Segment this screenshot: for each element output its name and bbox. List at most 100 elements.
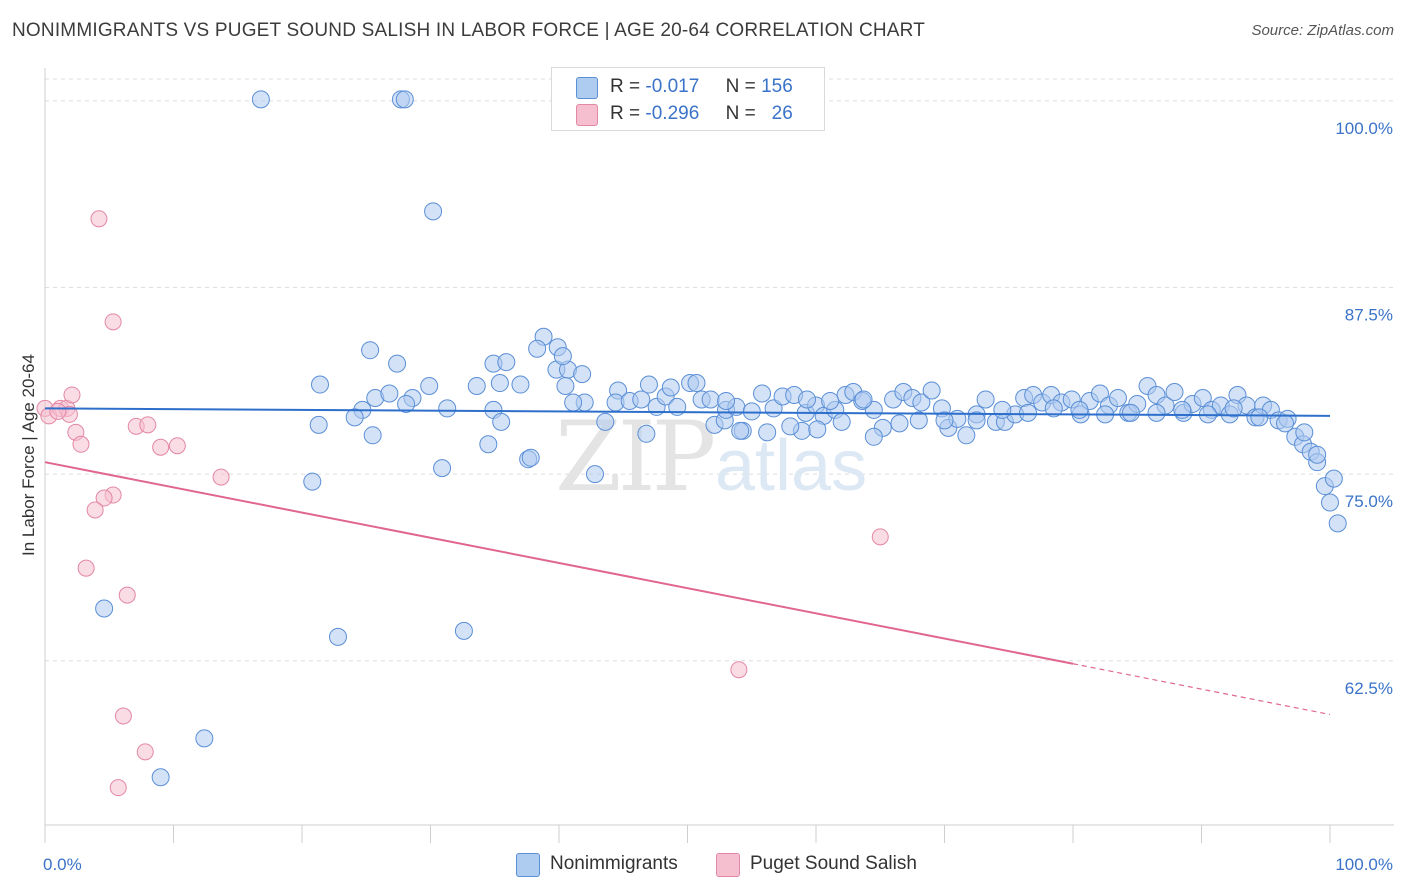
data-point-puget-sound-salish [73, 436, 89, 452]
legend-swatch-blue [576, 77, 598, 99]
data-point-puget-sound-salish [105, 314, 121, 330]
data-point-nonimmigrants [346, 409, 363, 426]
data-point-nonimmigrants [152, 769, 169, 786]
data-point-nonimmigrants [597, 413, 614, 430]
r-value: -0.017 [645, 76, 699, 97]
data-point-nonimmigrants [329, 628, 346, 645]
data-point-nonimmigrants [640, 376, 657, 393]
n-value: 26 [772, 103, 793, 124]
data-point-nonimmigrants [1322, 494, 1339, 511]
data-point-nonimmigrants [252, 91, 269, 108]
data-point-nonimmigrants [855, 391, 872, 408]
data-point-nonimmigrants [1251, 409, 1268, 426]
y-tick-label: 100.0% [1335, 119, 1393, 138]
data-point-nonimmigrants [743, 403, 760, 420]
r-value: -0.296 [645, 103, 699, 124]
data-point-nonimmigrants [96, 600, 113, 617]
data-point-nonimmigrants [304, 473, 321, 490]
data-point-nonimmigrants [362, 342, 379, 359]
data-point-nonimmigrants [638, 425, 655, 442]
n-label: N = [726, 103, 756, 124]
legend-series-label: Puget Sound Salish [750, 853, 917, 875]
data-point-nonimmigrants [493, 413, 510, 430]
data-point-nonimmigrants [1309, 446, 1326, 463]
data-point-nonimmigrants [759, 424, 776, 441]
data-point-nonimmigrants [732, 422, 749, 439]
data-point-nonimmigrants [1148, 404, 1165, 421]
watermark-zip: ZIP [555, 401, 714, 513]
y-tick-label: 62.5% [1345, 679, 1393, 698]
data-point-puget-sound-salish [140, 417, 156, 433]
data-point-nonimmigrants [662, 379, 679, 396]
legend-swatch-pink [716, 853, 740, 877]
data-point-nonimmigrants [1329, 515, 1346, 532]
data-point-nonimmigrants [480, 436, 497, 453]
data-point-nonimmigrants [389, 355, 406, 372]
data-point-puget-sound-salish [731, 662, 747, 678]
n-label: N = [726, 76, 756, 97]
data-point-nonimmigrants [586, 466, 603, 483]
data-point-nonimmigrants [364, 427, 381, 444]
data-point-puget-sound-salish [153, 439, 169, 455]
data-point-nonimmigrants [565, 394, 582, 411]
data-point-puget-sound-salish [213, 469, 229, 485]
legend-swatch-blue [516, 853, 540, 877]
data-point-nonimmigrants [1071, 401, 1088, 418]
data-point-nonimmigrants [891, 415, 908, 432]
y-tick-label: 75.0% [1345, 492, 1393, 511]
data-point-nonimmigrants [958, 427, 975, 444]
legend-swatch-pink [576, 104, 598, 126]
data-point-nonimmigrants [512, 376, 529, 393]
data-point-nonimmigrants [468, 378, 485, 395]
data-point-nonimmigrants [434, 460, 451, 477]
correlation-legend: R = -0.017 N = 156 R = -0.296 N = 26 [551, 67, 825, 131]
data-point-puget-sound-salish [110, 780, 126, 796]
x-tick-label: 100.0% [1335, 855, 1393, 874]
trendline-puget-sound-salish-extension [1073, 664, 1330, 715]
data-point-nonimmigrants [1122, 404, 1139, 421]
data-point-nonimmigrants [809, 421, 826, 438]
data-point-nonimmigrants [491, 375, 508, 392]
data-point-puget-sound-salish [137, 744, 153, 760]
data-point-nonimmigrants [702, 391, 719, 408]
data-point-nonimmigrants [498, 354, 515, 371]
data-point-nonimmigrants [833, 413, 850, 430]
data-point-nonimmigrants [557, 378, 574, 395]
data-point-nonimmigrants [396, 91, 413, 108]
data-point-nonimmigrants [311, 376, 328, 393]
data-point-nonimmigrants [196, 730, 213, 747]
data-point-puget-sound-salish [872, 529, 888, 545]
data-point-nonimmigrants [421, 378, 438, 395]
data-point-nonimmigrants [718, 392, 735, 409]
data-point-nonimmigrants [994, 401, 1011, 418]
data-point-nonimmigrants [425, 203, 442, 220]
r-label: R = [610, 103, 640, 124]
data-point-puget-sound-salish [169, 438, 185, 454]
data-point-puget-sound-salish [87, 502, 103, 518]
data-point-nonimmigrants [1277, 415, 1294, 432]
data-point-nonimmigrants [381, 385, 398, 402]
data-point-nonimmigrants [865, 428, 882, 445]
x-tick-label: 0.0% [43, 855, 82, 874]
data-point-nonimmigrants [799, 391, 816, 408]
legend-series-label: Nonimmigrants [550, 853, 678, 875]
data-point-nonimmigrants [688, 375, 705, 392]
data-point-nonimmigrants [1166, 384, 1183, 401]
data-point-nonimmigrants [1109, 389, 1126, 406]
data-point-puget-sound-salish [91, 211, 107, 227]
data-point-nonimmigrants [310, 416, 327, 433]
data-point-nonimmigrants [1325, 470, 1342, 487]
data-point-nonimmigrants [822, 392, 839, 409]
data-point-nonimmigrants [1020, 404, 1037, 421]
data-point-nonimmigrants [754, 385, 771, 402]
data-point-puget-sound-salish [64, 387, 80, 403]
data-point-puget-sound-salish [50, 403, 66, 419]
data-point-nonimmigrants [1296, 424, 1313, 441]
data-point-puget-sound-salish [119, 587, 135, 603]
n-value: 156 [761, 76, 793, 97]
data-point-nonimmigrants [529, 340, 546, 357]
data-point-nonimmigrants [633, 391, 650, 408]
r-label: R = [610, 76, 640, 97]
data-point-nonimmigrants [923, 382, 940, 399]
